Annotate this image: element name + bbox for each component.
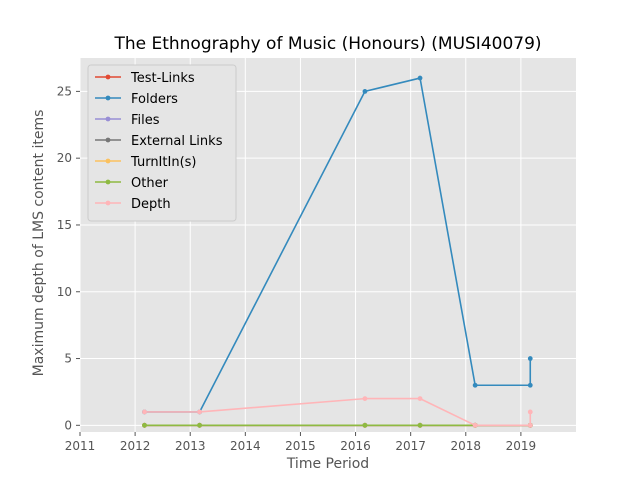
series-layer — [142, 75, 533, 428]
legend: Test-Links Folders Files External Links Turn… — [87, 64, 237, 222]
data-point-folders — [472, 382, 478, 388]
legend-label: TurnItIn(s) — [130, 155, 196, 170]
chart-title: The Ethnography of Music (Honours) (MUSI… — [113, 34, 541, 54]
legend-item: Files — [95, 113, 160, 128]
x-tick-label: 2019 — [506, 439, 537, 453]
x-tick-label: 2017 — [395, 439, 426, 453]
legend-label: Folders — [131, 92, 178, 107]
x-tick-label: 2015 — [285, 439, 316, 453]
legend-swatch-marker — [105, 137, 111, 143]
x-axis-label: Time Period — [286, 456, 369, 472]
x-axis-ticks: 2011 2012 2013 2014 2015 2016 2017 2018 2019 — [65, 432, 536, 453]
data-point-folders — [527, 356, 533, 361]
legend-label: Test-Links — [130, 71, 195, 86]
y-tick-label: 0 — [64, 418, 72, 432]
data-point-other — [362, 422, 368, 428]
legend-swatch-marker — [105, 74, 111, 80]
y-tick-label: 20 — [57, 151, 72, 165]
legend-swatch-marker — [105, 95, 111, 101]
data-point-other — [197, 422, 202, 428]
legend-item: Depth — [95, 197, 171, 212]
legend-item: External Links — [95, 134, 223, 149]
data-point-folders — [362, 88, 368, 94]
x-tick-label: 2013 — [175, 439, 206, 453]
legend-label: Depth — [131, 197, 171, 212]
y-axis-label: Maximum depth of LMS content items — [31, 110, 47, 377]
legend-swatch-marker — [105, 200, 111, 206]
legend-label: Files — [131, 113, 160, 128]
data-point-depth — [472, 422, 478, 428]
legend-label: Other — [131, 176, 169, 191]
x-tick-label: 2011 — [65, 439, 96, 453]
legend-item: Folders — [95, 92, 178, 107]
legend-box — [87, 64, 237, 222]
data-point-depth — [417, 396, 423, 402]
data-point-depth — [142, 409, 147, 415]
legend-swatch-marker — [105, 158, 111, 164]
x-tick-label: 2012 — [120, 439, 151, 453]
y-tick-label: 25 — [57, 84, 72, 98]
y-tick-label: 15 — [57, 218, 72, 232]
series-depth — [142, 396, 533, 428]
y-tick-label: 5 — [64, 352, 72, 366]
x-tick-label: 2014 — [230, 439, 261, 453]
legend-swatch-marker — [105, 179, 111, 185]
legend-item: Other — [95, 176, 169, 191]
data-point-depth — [527, 409, 533, 415]
data-point-folders — [527, 382, 533, 388]
legend-label: External Links — [131, 134, 223, 149]
y-axis-ticks: 0 5 10 15 20 25 — [57, 84, 80, 432]
data-point-depth — [362, 396, 368, 402]
legend-swatch-marker — [105, 116, 111, 122]
data-point-folders — [417, 75, 423, 81]
data-point-other — [142, 422, 147, 428]
data-point-depth — [197, 409, 202, 415]
y-tick-label: 10 — [57, 285, 72, 299]
x-tick-label: 2018 — [451, 439, 482, 453]
data-point-depth — [527, 422, 533, 428]
grid — [79, 58, 576, 432]
x-tick-label: 2016 — [340, 439, 371, 453]
legend-item: TurnItIn(s) — [95, 155, 196, 170]
legend-item: Test-Links — [95, 71, 195, 86]
data-point-other — [417, 422, 423, 428]
